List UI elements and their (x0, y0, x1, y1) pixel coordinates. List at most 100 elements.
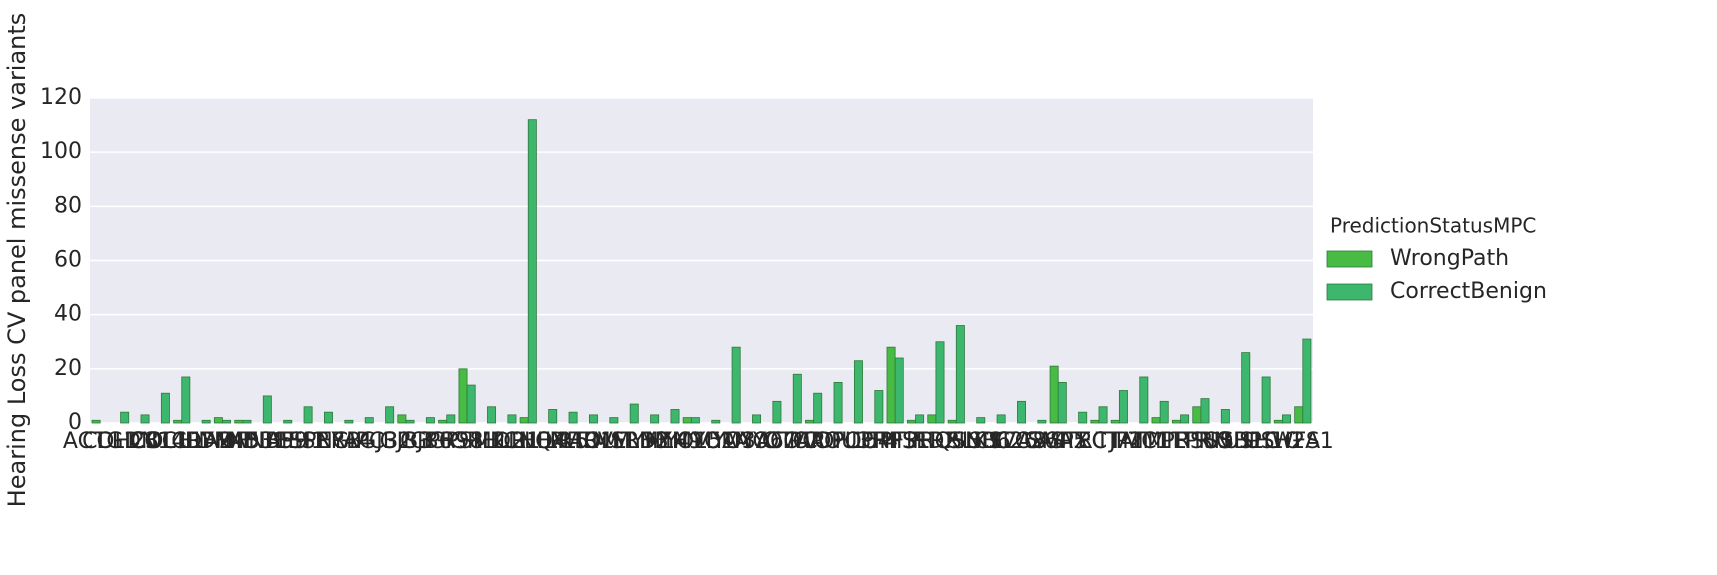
y-tick-label: 20 (54, 356, 82, 381)
bar (886, 346, 896, 424)
bar (397, 414, 407, 424)
bar (1192, 406, 1202, 424)
bar (1151, 417, 1161, 424)
bar (1180, 414, 1190, 424)
x-tick-label: TMPRSS3 (1128, 429, 1232, 454)
bar (731, 346, 741, 424)
legend-label: WrongPath (1390, 246, 1509, 271)
legend-swatch (1326, 283, 1373, 301)
x-tick-label: SERPINB6 (902, 429, 1010, 454)
x-tick-label: DFNB59 (219, 429, 308, 454)
bar (527, 119, 537, 424)
x-tick-label: ESPN (275, 429, 333, 454)
x-tick-label: MSRB3 (591, 429, 668, 454)
bar (120, 411, 130, 424)
x-tick-label: MYO15A (646, 429, 738, 454)
bar (711, 419, 721, 424)
x-tick-label: USH2A (1245, 429, 1321, 454)
bar (752, 414, 762, 424)
x-tick-label: OTOF (783, 429, 844, 454)
bar (955, 325, 965, 424)
x-tick-label: CDH23 (82, 429, 159, 454)
bar (935, 341, 945, 424)
x-tick-label: MYO6 (721, 429, 784, 454)
bar (519, 417, 529, 424)
x-tick-label: PRPS1 (860, 429, 930, 454)
bar (568, 411, 578, 424)
bar (487, 406, 497, 424)
bar (242, 419, 252, 424)
bar (507, 414, 517, 424)
bar (1241, 352, 1251, 424)
bar (1294, 406, 1304, 424)
bar (222, 419, 232, 424)
x-tick-label: WFS1 (1272, 429, 1334, 454)
y-tick-label: 60 (54, 248, 82, 273)
x-tick-label: SMPX (1028, 429, 1089, 454)
x-tick-label: POU3F4 (811, 429, 898, 454)
y-tick-label: 0 (68, 410, 82, 435)
bar (425, 417, 435, 424)
bar (1078, 411, 1088, 424)
bar (588, 414, 598, 424)
x-tick-label: LRTOMT (545, 429, 635, 454)
bar (344, 419, 354, 424)
x-tick-label: GRHL2 (450, 429, 525, 454)
bar (1098, 406, 1108, 424)
bar (813, 392, 823, 424)
x-tick-label: TJP2 (1095, 429, 1143, 454)
bar (772, 400, 782, 424)
bar (160, 392, 170, 424)
bar (833, 381, 843, 424)
bar (364, 417, 374, 424)
x-tick-label: SLC17A8 (948, 429, 1047, 454)
bar (947, 419, 957, 424)
x-tick-label: RDX (912, 429, 959, 454)
x-tick-label: EYA4 (317, 429, 372, 454)
x-tick-label: SLC26A5 (989, 429, 1088, 454)
legend-label: CorrectBenign (1390, 279, 1547, 304)
x-tick-label: MARVELD2 (550, 429, 670, 454)
bar (458, 368, 468, 424)
bar (303, 406, 313, 424)
bar (1049, 365, 1059, 424)
bar (670, 409, 680, 424)
x-tick-label: MYO1A (673, 429, 751, 454)
bar (1159, 400, 1169, 424)
bar (927, 414, 937, 424)
bar (405, 419, 415, 424)
x-tick-label: KCNQ4 (490, 429, 566, 454)
bar (181, 376, 191, 424)
bar (915, 414, 925, 424)
x-tick-label: USH1C (1204, 429, 1280, 454)
bar (609, 417, 619, 424)
x-tick-label: DFNB31 (198, 429, 287, 454)
x-tick-label: CRYM (171, 429, 233, 454)
x-tick-label: MYO3A (693, 429, 771, 454)
x-tick-label: POU4F3 (831, 429, 918, 454)
x-tick-label: CLDN14 (96, 429, 185, 454)
bar (805, 419, 815, 424)
x-tick-label: GPR98 (410, 429, 484, 454)
x-tick-label: STRC (1050, 429, 1107, 454)
bar (853, 360, 863, 424)
bar (140, 414, 150, 424)
bar (201, 419, 211, 424)
bar (283, 419, 293, 424)
legend-swatch (1326, 250, 1373, 268)
bar (1282, 414, 1291, 424)
x-tick-label: MYO7A (734, 429, 812, 454)
x-tick-label: COCH (129, 429, 194, 454)
bar (438, 419, 448, 424)
y-tick-label: 120 (40, 85, 82, 110)
x-tick-label: DIAPH1 (242, 429, 324, 454)
y-axis-label: Hearing Loss CV panel missense variants (3, 13, 31, 508)
bar (1057, 381, 1067, 424)
x-tick-label: LOXHD1 (524, 429, 614, 454)
x-tick-label: SIX1 (952, 429, 1002, 454)
x-tick-label: GJB6 (400, 429, 453, 454)
bar (1139, 376, 1149, 424)
bar (1220, 409, 1230, 424)
bar (1090, 419, 1100, 424)
bar (996, 414, 1006, 424)
